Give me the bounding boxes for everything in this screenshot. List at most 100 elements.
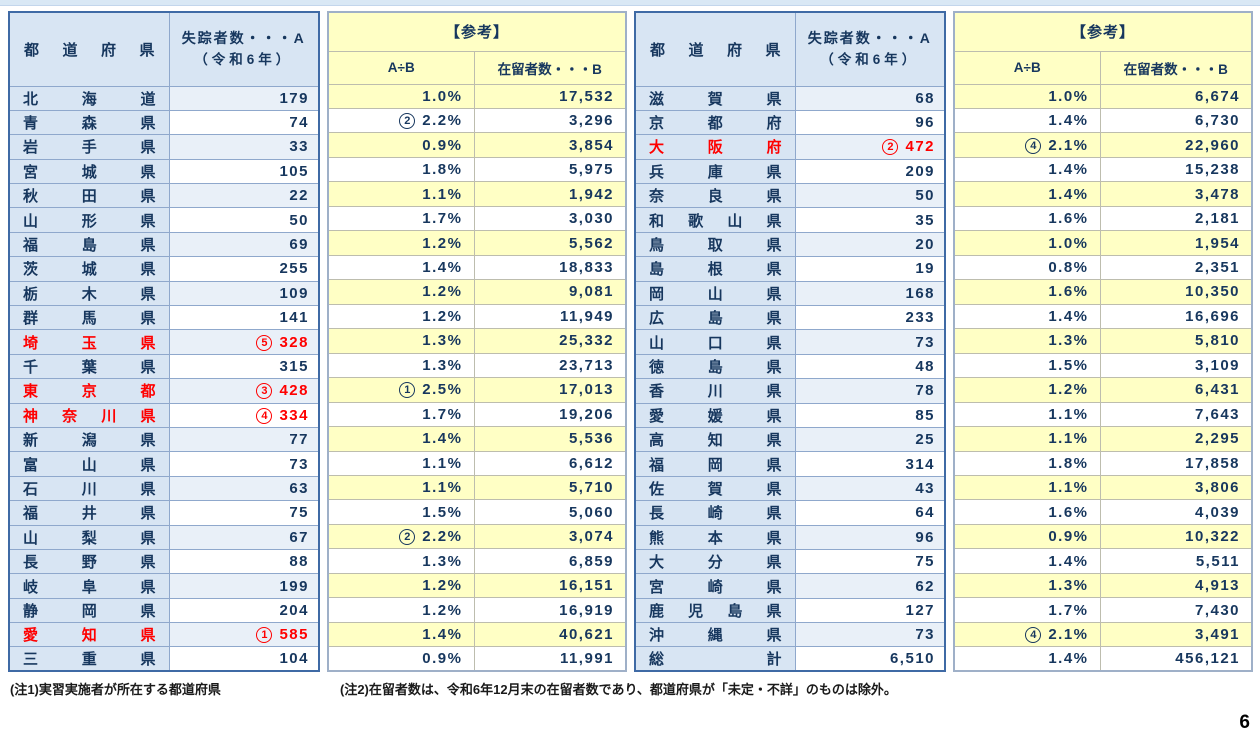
- pref-name-cell: 栃木県: [8, 280, 170, 307]
- missing-count-cell: 63: [168, 475, 320, 502]
- pref-name-cell: 岡山県: [634, 280, 796, 307]
- reference-row: 1.1% 6,612: [327, 450, 627, 477]
- reference-row: 1.0% 1,954: [953, 230, 1253, 256]
- reference-row: 1.3% 5,810: [953, 328, 1253, 354]
- ratio-cell: 2 2.2%: [327, 523, 475, 550]
- residents-cell: 10,322: [1099, 523, 1253, 550]
- pref-row: 三重県 104: [8, 646, 320, 672]
- header-residents: 在留者数・・・B: [473, 50, 627, 85]
- header-prefecture: 都道府県: [634, 11, 796, 87]
- missing-count-cell: 68: [794, 85, 946, 111]
- residents-cell: 5,975: [473, 156, 627, 183]
- ratio-cell: 1.8%: [327, 156, 475, 183]
- pref-row: 徳島県 48: [634, 353, 946, 380]
- header-missing-line2: （令和6年）: [194, 51, 294, 67]
- missing-count-cell: 74: [168, 109, 320, 136]
- pref-row: 高知県 25: [634, 426, 946, 453]
- missing-count-cell: 3 428: [168, 378, 320, 404]
- pref-name-cell: 群馬県: [8, 305, 170, 331]
- ratio-cell: 1.2%: [327, 279, 475, 305]
- ratio-cell: 1.7%: [953, 597, 1101, 623]
- missing-count-cell: 35: [794, 207, 946, 233]
- missing-count-cell: 127: [794, 597, 946, 624]
- residents-cell: 3,296: [473, 107, 627, 134]
- ratio-cell: 1.5%: [327, 499, 475, 525]
- ratio-cell: 1.6%: [953, 205, 1101, 232]
- missing-count-cell: 48: [794, 353, 946, 380]
- missing-count-cell: 1 585: [168, 622, 320, 648]
- header-missing-count: 失踪者数・・・A （令和6年）: [168, 11, 320, 87]
- header-residents: 在留者数・・・B: [1099, 50, 1253, 85]
- ratio-cell: 1.4%: [327, 254, 475, 281]
- missing-count-cell: 73: [794, 329, 946, 355]
- pref-name-cell: 山口県: [634, 329, 796, 355]
- reference-row: 1.1% 7,643: [953, 401, 1253, 428]
- missing-count-cell: 75: [168, 500, 320, 526]
- pref-name-cell: 茨城県: [8, 256, 170, 282]
- rank-circled-number: 2: [882, 139, 899, 156]
- reference-row: 1.1% 3,806: [953, 474, 1253, 501]
- header-prefecture: 都道府県: [8, 11, 170, 87]
- ratio-cell: 1.7%: [327, 205, 475, 232]
- missing-count-cell: 5 328: [168, 329, 320, 355]
- residents-cell: 1,954: [1099, 230, 1253, 256]
- reference-row: 1.0% 17,532: [327, 83, 627, 109]
- pref-row: 沖縄県 73: [634, 622, 946, 648]
- missing-count-cell: 109: [168, 280, 320, 307]
- pref-name-cell: 宮崎県: [634, 573, 796, 599]
- residents-cell: 4,913: [1099, 572, 1253, 599]
- header-reference: 【参考】: [327, 11, 627, 52]
- ratio-cell: 1.7%: [327, 401, 475, 428]
- residents-cell: 6,730: [1099, 107, 1253, 134]
- ratio-cell: 0.9%: [327, 646, 475, 672]
- reference-row: 1.1% 5,710: [327, 474, 627, 501]
- residents-cell: 4,039: [1099, 499, 1253, 525]
- rank-circled-number: 1: [256, 627, 273, 644]
- residents-cell: 7,430: [1099, 597, 1253, 623]
- pref-row: 福島県 69: [8, 231, 320, 258]
- header-ratio: A÷B: [953, 50, 1101, 85]
- ratio-cell: 1.1%: [327, 181, 475, 207]
- residents-cell: 3,109: [1099, 352, 1253, 379]
- pref-name-cell: 長野県: [8, 548, 170, 575]
- reference-row: 1 2.5% 17,013: [327, 377, 627, 403]
- residents-cell: 6,431: [1099, 377, 1253, 403]
- missing-count-cell: 85: [794, 402, 946, 428]
- rank-circled-number: 2: [399, 529, 416, 546]
- ratio-cell: 1.2%: [327, 230, 475, 256]
- pref-row: 東京都 3 428: [8, 378, 320, 404]
- missing-count-cell: 2 472: [794, 134, 946, 160]
- pref-name-cell: 新潟県: [8, 426, 170, 453]
- ratio-cell: 1.6%: [953, 499, 1101, 525]
- pref-name-cell: 宮城県: [8, 158, 170, 185]
- pref-row: 石川県 63: [8, 475, 320, 502]
- residents-cell: 2,295: [1099, 426, 1253, 452]
- missing-count-cell: 204: [168, 597, 320, 624]
- reference-row: 1.3% 25,332: [327, 328, 627, 354]
- pref-name-cell: 和歌山県: [634, 207, 796, 233]
- pref-name-cell: 長崎県: [634, 500, 796, 526]
- ratio-cell: 1.4%: [953, 548, 1101, 574]
- reference-row: 2 2.2% 3,074: [327, 523, 627, 550]
- ratio-cell: 2 2.2%: [327, 107, 475, 134]
- reference-row: 1.4% 3,478: [953, 181, 1253, 207]
- ratio-cell: 1.4%: [327, 621, 475, 648]
- ratio-cell: 1.3%: [953, 328, 1101, 354]
- reference-row: 1.7% 3,030: [327, 205, 627, 232]
- reference-header-row: 【参考】: [327, 11, 627, 52]
- rank-circled-number: 4: [1025, 627, 1042, 644]
- missing-count-cell: 43: [794, 475, 946, 502]
- ratio-cell: 1.3%: [327, 548, 475, 574]
- residents-cell: 1,942: [473, 181, 627, 207]
- pref-row: 奈良県 50: [634, 183, 946, 209]
- prefecture-table-right: 都道府県 失踪者数・・・A （令和6年） 滋賀県 68 京都府 96 大阪府 2 472 兵庫…: [634, 11, 947, 673]
- pref-row: 宮城県 105: [8, 158, 320, 185]
- residents-cell: 6,612: [473, 450, 627, 477]
- ratio-cell: 1.0%: [953, 83, 1101, 109]
- pref-name-cell: 大阪府: [634, 134, 796, 160]
- pref-name-cell: 千葉県: [8, 353, 170, 380]
- missing-count-cell: 4 334: [168, 402, 320, 428]
- missing-count-cell: 67: [168, 524, 320, 550]
- reference-row: 1.2% 16,151: [327, 572, 627, 599]
- ratio-cell: 1.0%: [953, 230, 1101, 256]
